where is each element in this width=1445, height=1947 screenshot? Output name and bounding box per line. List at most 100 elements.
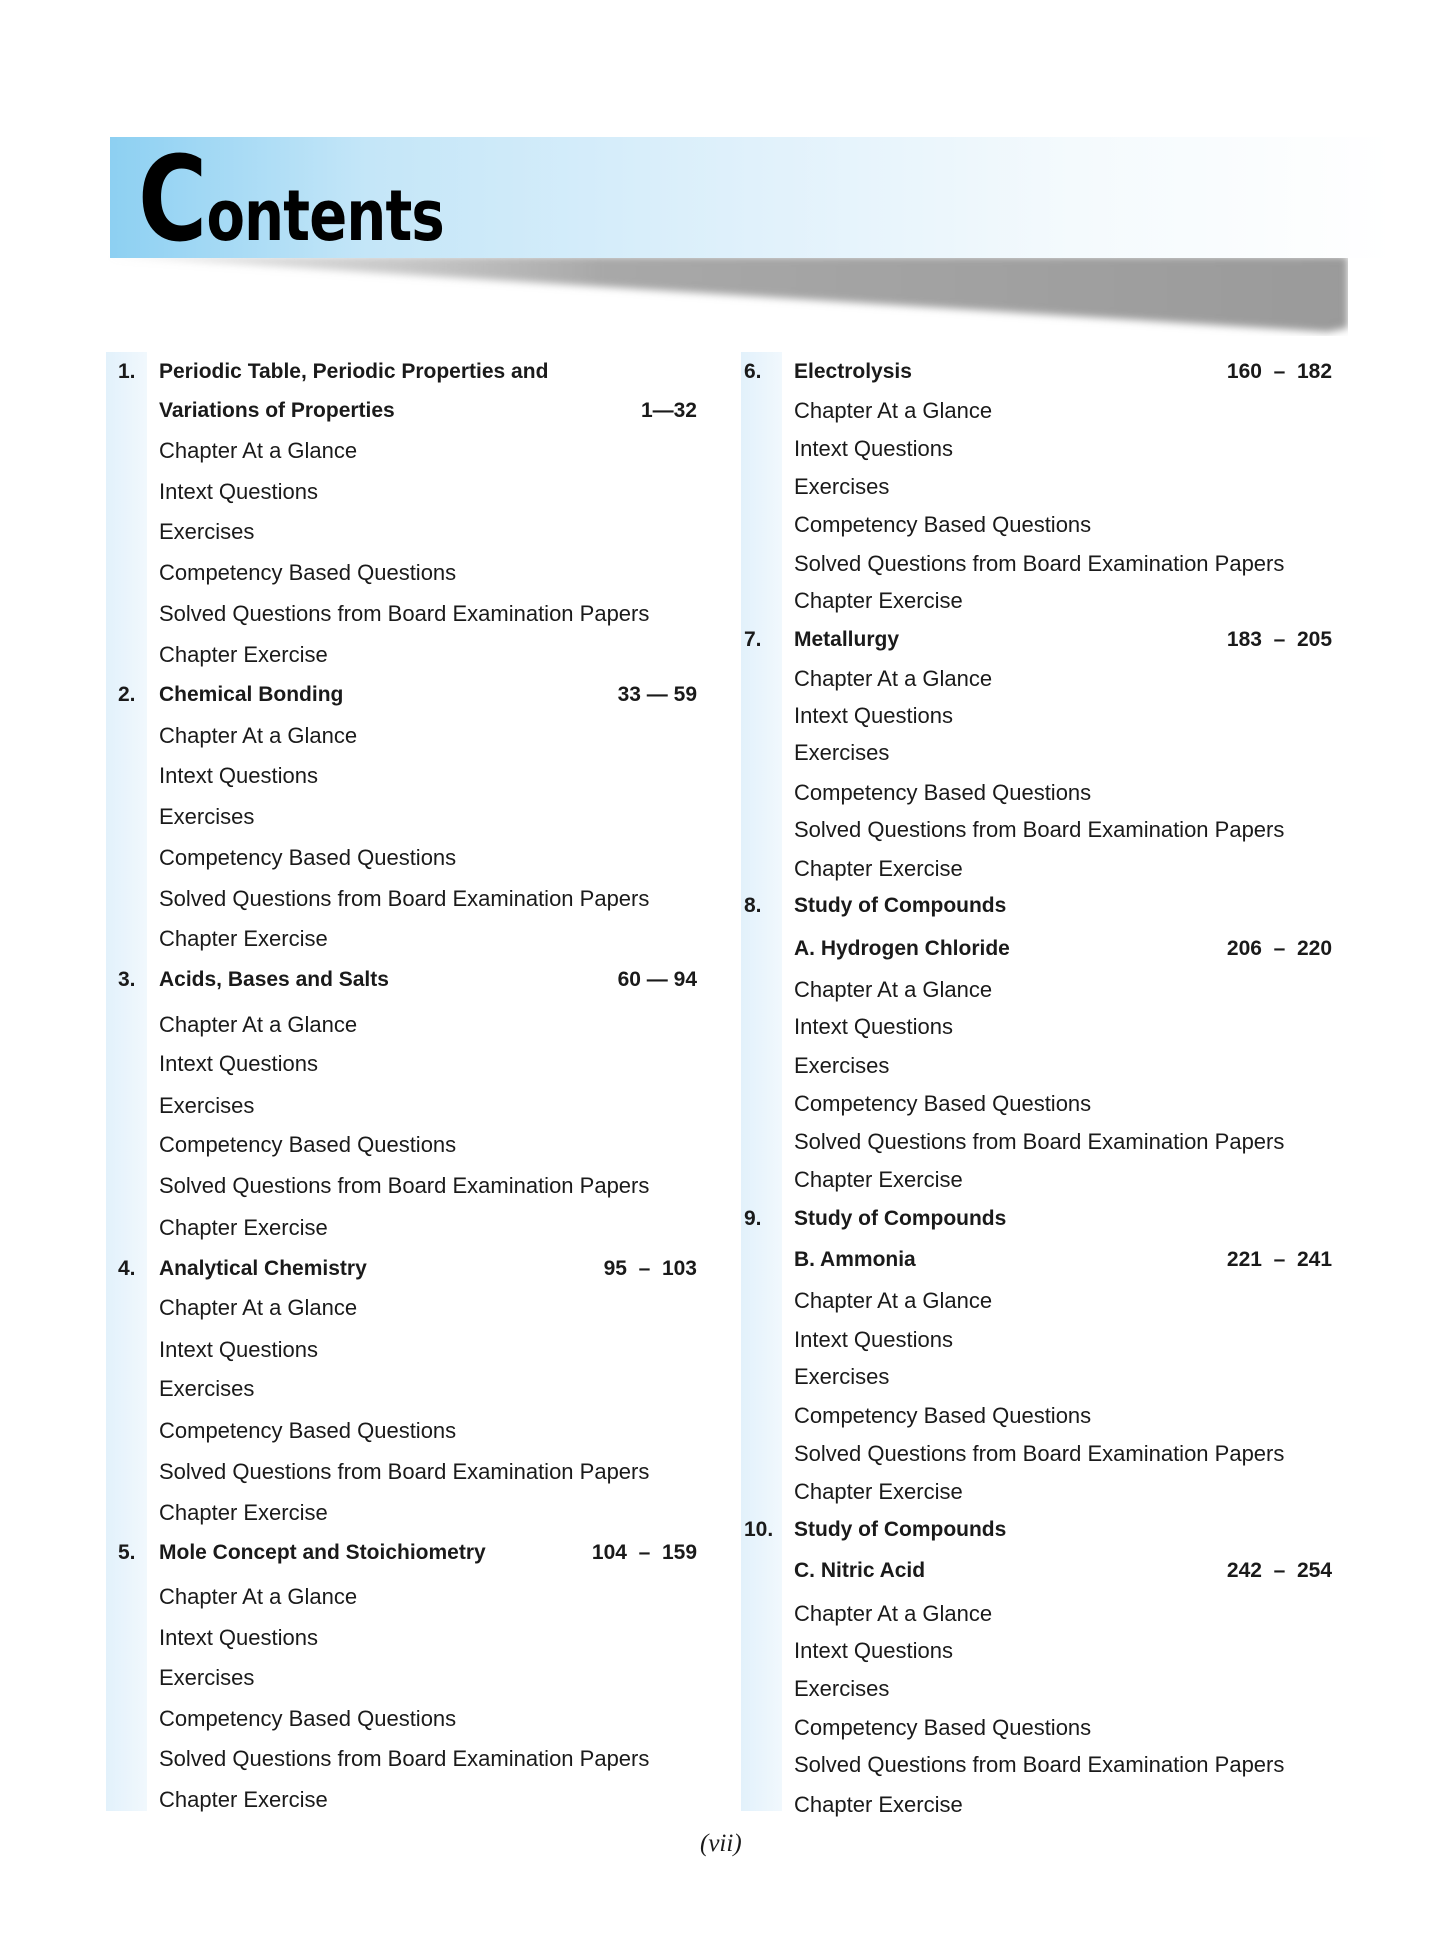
chapter-title[interactable]: Chemical Bonding xyxy=(159,683,344,706)
chapter-title[interactable]: Study of Compounds xyxy=(794,1518,1007,1541)
toc-item[interactable]: Solved Questions from Board Examination … xyxy=(794,1129,1285,1154)
toc-item[interactable]: Intext Questions xyxy=(159,479,318,504)
toc-item[interactable]: Solved Questions from Board Examination … xyxy=(794,551,1285,576)
chapter-number: 10. xyxy=(744,1518,774,1541)
chapter-number: 4. xyxy=(118,1257,136,1280)
toc-item[interactable]: Competency Based Questions xyxy=(159,845,457,870)
right-number-band xyxy=(741,352,782,1811)
chapter-number: 7. xyxy=(744,628,762,651)
toc-item[interactable]: Chapter At a Glance xyxy=(159,723,358,748)
toc-item[interactable]: Intext Questions xyxy=(794,703,953,728)
chapter-number: 6. xyxy=(744,360,762,383)
chapter-title[interactable]: Variations of Properties xyxy=(159,399,395,422)
chapter-title[interactable]: C. Nitric Acid xyxy=(794,1559,926,1582)
toc-item[interactable]: Chapter At a Glance xyxy=(794,398,993,423)
toc-item[interactable]: Chapter At a Glance xyxy=(159,1295,358,1320)
toc-item[interactable]: Intext Questions xyxy=(794,1014,953,1039)
toc-item[interactable]: Solved Questions from Board Examination … xyxy=(794,1441,1285,1466)
toc-item[interactable]: Exercises xyxy=(159,1665,255,1690)
chapter-title[interactable]: Acids, Bases and Salts xyxy=(159,968,389,991)
left-number-band xyxy=(106,352,147,1811)
chapter-title[interactable]: Electrolysis xyxy=(794,360,912,383)
toc-item[interactable]: Exercises xyxy=(159,1093,255,1118)
toc-item[interactable]: Chapter Exercise xyxy=(159,642,328,667)
toc-item[interactable]: Exercises xyxy=(794,1364,890,1389)
toc-item[interactable]: Chapter At a Glance xyxy=(794,666,993,691)
toc-item[interactable]: Competency Based Questions xyxy=(794,1403,1092,1428)
toc-item[interactable]: Intext Questions xyxy=(794,436,953,461)
banner-shadow xyxy=(108,256,1348,332)
toc-item[interactable]: Chapter Exercise xyxy=(794,1479,963,1504)
chapter-pages: 242 – 254 xyxy=(1226,1559,1332,1582)
toc-item[interactable]: Chapter At a Glance xyxy=(159,1012,358,1037)
toc-item[interactable]: Chapter At a Glance xyxy=(159,438,358,463)
toc-item[interactable]: Exercises xyxy=(159,519,255,544)
toc-item[interactable]: Chapter Exercise xyxy=(159,926,328,951)
toc-item[interactable]: Intext Questions xyxy=(159,1337,318,1362)
chapter-title[interactable]: Mole Concept and Stoichiometry xyxy=(159,1541,486,1564)
toc-item[interactable]: Exercises xyxy=(794,474,890,499)
toc-item[interactable]: Competency Based Questions xyxy=(159,1706,457,1731)
chapter-title[interactable]: Metallurgy xyxy=(794,628,900,651)
toc-item[interactable]: Competency Based Questions xyxy=(159,560,457,585)
toc-item[interactable]: Competency Based Questions xyxy=(794,1715,1092,1740)
chapter-number: 5. xyxy=(118,1541,136,1564)
toc-item[interactable]: Chapter Exercise xyxy=(794,1167,963,1192)
chapter-pages: 221 – 241 xyxy=(1226,1248,1332,1271)
chapter-title[interactable]: B. Ammonia xyxy=(794,1248,916,1271)
toc-item[interactable]: Solved Questions from Board Examination … xyxy=(159,886,650,911)
toc-item[interactable]: Chapter At a Glance xyxy=(794,1288,993,1313)
chapter-number: 3. xyxy=(118,968,136,991)
toc-item[interactable]: Solved Questions from Board Examination … xyxy=(794,817,1285,842)
toc-item[interactable]: Exercises xyxy=(159,804,255,829)
page-title: Contents xyxy=(138,130,445,268)
chapter-number: 8. xyxy=(744,894,762,917)
toc-item[interactable]: Intext Questions xyxy=(159,1051,318,1076)
toc-item[interactable]: Exercises xyxy=(159,1376,255,1401)
toc-item[interactable]: Exercises xyxy=(794,1676,890,1701)
toc-item[interactable]: Intext Questions xyxy=(794,1638,953,1663)
chapter-pages: 95 – 103 xyxy=(603,1257,697,1280)
chapter-title[interactable]: Study of Compounds xyxy=(794,894,1007,917)
toc-item[interactable]: Chapter At a Glance xyxy=(794,977,993,1002)
toc-item[interactable]: Intext Questions xyxy=(159,1625,318,1650)
toc-item[interactable]: Chapter At a Glance xyxy=(159,1584,358,1609)
toc-item[interactable]: Competency Based Questions xyxy=(159,1418,457,1443)
toc-item[interactable]: Competency Based Questions xyxy=(794,512,1092,537)
chapter-pages: 1—32 xyxy=(640,399,697,422)
chapter-title[interactable]: Analytical Chemistry xyxy=(159,1257,367,1280)
toc-item[interactable]: Chapter At a Glance xyxy=(794,1601,993,1626)
toc-item[interactable]: Competency Based Questions xyxy=(159,1132,457,1157)
chapter-pages: 33 — 59 xyxy=(617,683,697,706)
toc-item[interactable]: Exercises xyxy=(794,740,890,765)
toc-item[interactable]: Chapter Exercise xyxy=(159,1787,328,1812)
title-banner xyxy=(110,137,1394,258)
toc-item[interactable]: Chapter Exercise xyxy=(794,856,963,881)
toc-item[interactable]: Chapter Exercise xyxy=(794,588,963,613)
toc-item[interactable]: Solved Questions from Board Examination … xyxy=(159,1173,650,1198)
toc-item[interactable]: Competency Based Questions xyxy=(794,1091,1092,1116)
toc-item[interactable]: Solved Questions from Board Examination … xyxy=(794,1752,1285,1777)
toc-item[interactable]: Solved Questions from Board Examination … xyxy=(159,1459,650,1484)
chapter-title[interactable]: Study of Compounds xyxy=(794,1207,1007,1230)
chapter-pages: 60 — 94 xyxy=(617,968,697,991)
chapter-pages: 183 – 205 xyxy=(1226,628,1332,651)
toc-item[interactable]: Chapter Exercise xyxy=(794,1792,963,1817)
toc-item[interactable]: Solved Questions from Board Examination … xyxy=(159,601,650,626)
toc-item[interactable]: Solved Questions from Board Examination … xyxy=(159,1746,650,1771)
toc-item[interactable]: Intext Questions xyxy=(159,763,318,788)
chapter-pages: 206 – 220 xyxy=(1226,937,1332,960)
toc-item[interactable]: Chapter Exercise xyxy=(159,1215,328,1240)
toc-item[interactable]: Competency Based Questions xyxy=(794,780,1092,805)
chapter-pages: 160 – 182 xyxy=(1226,360,1332,383)
chapter-title[interactable]: A. Hydrogen Chloride xyxy=(794,937,1010,960)
chapter-number: 9. xyxy=(744,1207,762,1230)
toc-item[interactable]: Exercises xyxy=(794,1053,890,1078)
chapter-title[interactable]: Periodic Table, Periodic Properties and xyxy=(159,360,549,383)
chapter-number: 2. xyxy=(118,683,136,706)
chapter-pages: 104 – 159 xyxy=(591,1541,697,1564)
toc-item[interactable]: Chapter Exercise xyxy=(159,1500,328,1525)
toc-item[interactable]: Intext Questions xyxy=(794,1327,953,1352)
chapter-number: 1. xyxy=(118,360,136,383)
